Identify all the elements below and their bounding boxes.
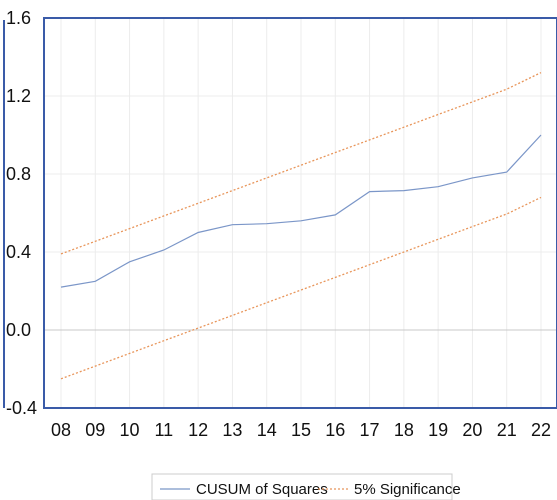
x-tick-label: 09 bbox=[85, 420, 105, 440]
x-tick-label: 19 bbox=[428, 420, 448, 440]
x-tick-label: 18 bbox=[394, 420, 414, 440]
x-tick-label: 20 bbox=[462, 420, 482, 440]
legend-label: CUSUM of Squares bbox=[196, 481, 328, 498]
x-tick-label: 10 bbox=[120, 420, 140, 440]
cusum-line bbox=[60, 134, 542, 288]
x-tick-label: 14 bbox=[257, 420, 277, 440]
x-tick-label: 21 bbox=[497, 420, 517, 440]
significance-line bbox=[60, 196, 542, 380]
plot-area-frame bbox=[43, 17, 557, 409]
x-tick-label: 16 bbox=[325, 420, 345, 440]
x-tick-label: 22 bbox=[531, 420, 551, 440]
x-tick-label: 13 bbox=[222, 420, 242, 440]
grid bbox=[44, 17, 557, 409]
x-tick-label: 08 bbox=[51, 420, 71, 440]
y-tick-label: 1.2 bbox=[6, 86, 31, 106]
y-tick-label: 0.0 bbox=[6, 320, 31, 340]
y-tick-label: -0.4 bbox=[6, 398, 37, 418]
legend-label: 5% Significance bbox=[354, 481, 461, 498]
x-tick-label: 11 bbox=[155, 420, 174, 440]
x-tick-label: 15 bbox=[291, 420, 311, 440]
y-tick-label: 0.8 bbox=[6, 164, 31, 184]
significance-line bbox=[60, 72, 542, 255]
legend-box bbox=[151, 473, 453, 500]
x-axis: 08 09 10 11 12 13 14 15 16 17 18 19 20 21 22 bbox=[51, 420, 551, 440]
series-layer bbox=[60, 72, 542, 380]
y-tick-label: 0.4 bbox=[6, 242, 31, 262]
y-axis: 1.6 1.2 0.8 0.4 0.0 -0.4 bbox=[6, 8, 37, 418]
x-tick-label: 17 bbox=[360, 420, 380, 440]
legend: CUSUM of Squares 5% Significance bbox=[151, 473, 461, 500]
y-tick-label: 1.6 bbox=[6, 8, 31, 28]
x-tick-label: 12 bbox=[188, 420, 208, 440]
